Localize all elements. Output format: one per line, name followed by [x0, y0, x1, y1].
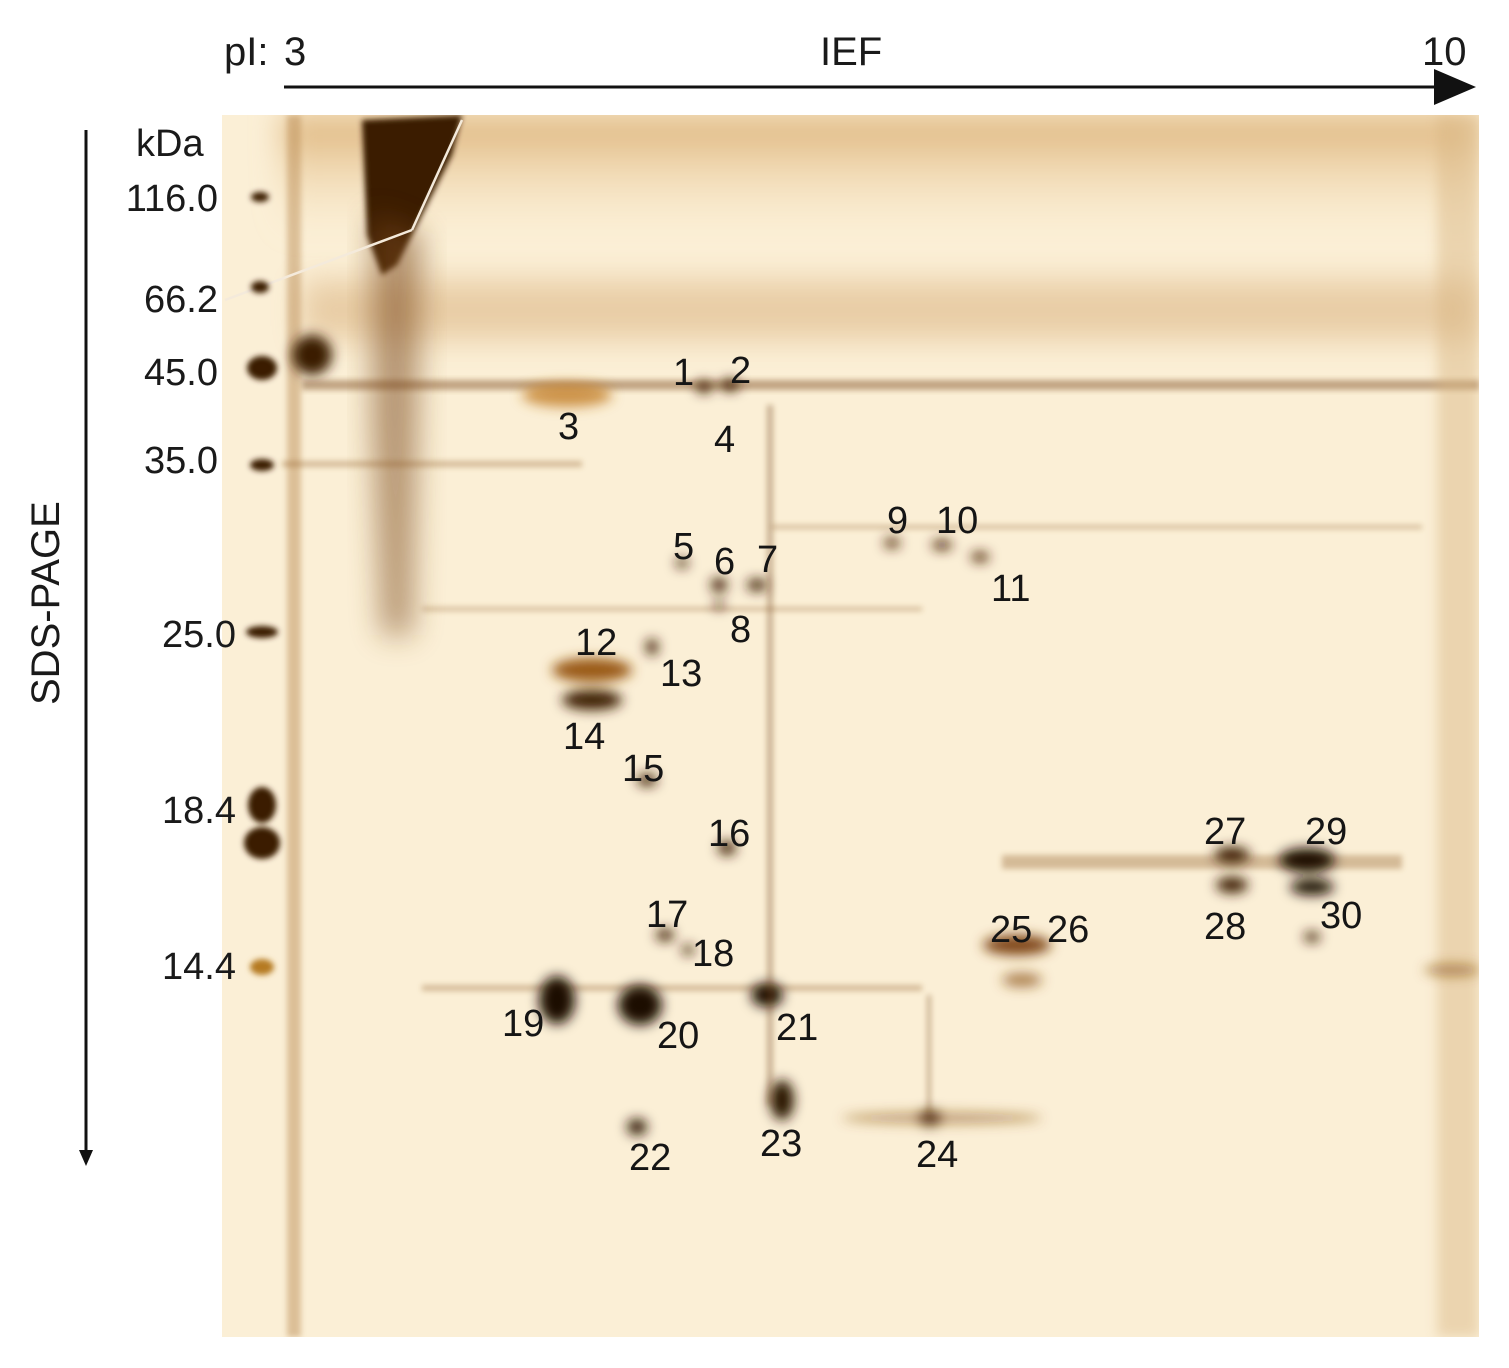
sds-page-title: SDS-PAGE — [24, 501, 68, 705]
mw-marker-35: 35.0 — [144, 440, 218, 482]
spot-label: 18 — [692, 933, 735, 975]
spot-label: 9 — [887, 500, 909, 542]
spot-label: 14 — [563, 716, 606, 758]
spot-label: 11 — [991, 568, 1031, 610]
spot-label: 24 — [916, 1134, 959, 1176]
mw-marker-18: 18.4 — [162, 790, 236, 832]
spot-label: 13 — [660, 653, 703, 695]
spot-label: 19 — [502, 1003, 545, 1045]
spot-label: 25 — [990, 909, 1033, 951]
pi-start-label: 3 — [284, 30, 307, 74]
mw-marker-116: 116.0 — [125, 178, 218, 220]
spot-label: 1 — [673, 352, 695, 394]
spot-label: 2 — [730, 350, 752, 392]
spot-label: 7 — [757, 539, 779, 581]
sds-arrow-head — [79, 1150, 93, 1166]
spot-label: 28 — [1204, 906, 1247, 948]
spot-label: 10 — [936, 500, 979, 542]
gel-image — [222, 115, 1479, 1337]
spot-label: 4 — [714, 419, 736, 461]
spot-label: 12 — [575, 622, 618, 664]
spot-label: 30 — [1320, 895, 1363, 937]
spot-label: 22 — [629, 1137, 672, 1179]
spot-label: 15 — [622, 748, 665, 790]
spot-label: 27 — [1204, 811, 1247, 853]
spot-label: 5 — [673, 526, 695, 568]
ief-title: IEF — [820, 30, 883, 74]
spot-label: 17 — [646, 894, 689, 936]
spot-label: 20 — [657, 1015, 700, 1057]
spot-label: 8 — [730, 609, 752, 651]
spot-label: 21 — [776, 1007, 819, 1049]
mw-marker-66: 66.2 — [144, 279, 218, 321]
pi-end-label: 10 — [1422, 30, 1467, 74]
spot-label: 16 — [708, 813, 751, 855]
spot-label: 26 — [1047, 909, 1090, 951]
pi-label: pI: — [224, 30, 269, 74]
spot-label: 3 — [558, 406, 580, 448]
spot-label: 6 — [714, 541, 736, 583]
mw-marker-14: 14.4 — [162, 946, 236, 988]
kda-unit-label: kDa — [136, 123, 204, 165]
mw-marker-45: 45.0 — [144, 352, 218, 394]
mw-marker-25: 25.0 — [162, 614, 236, 656]
spot-label: 29 — [1305, 811, 1348, 853]
spot-label: 23 — [760, 1123, 803, 1165]
